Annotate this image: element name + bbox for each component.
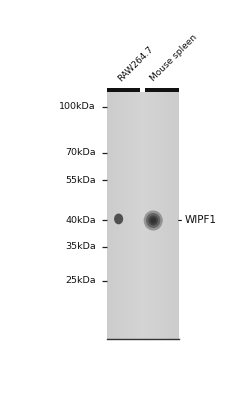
Bar (119, 88, 120, 339)
Text: Mouse spleen: Mouse spleen (149, 33, 199, 84)
Bar (132, 88, 133, 339)
Bar (124, 88, 125, 339)
Text: 70kDa: 70kDa (65, 148, 96, 157)
Bar (141, 88, 142, 339)
Bar (155, 88, 156, 339)
Ellipse shape (146, 213, 161, 228)
Text: 25kDa: 25kDa (65, 276, 96, 285)
Ellipse shape (114, 214, 123, 224)
Bar (169, 88, 170, 339)
Bar (142, 88, 143, 339)
Bar (160, 88, 161, 339)
Bar (117, 88, 118, 339)
Bar (139, 88, 140, 339)
Bar (125, 88, 126, 339)
Bar (164, 88, 165, 339)
Bar (157, 88, 158, 339)
Bar (166, 88, 167, 339)
Ellipse shape (150, 218, 156, 224)
Bar (174, 88, 175, 339)
Bar (175, 88, 176, 339)
Bar (123, 88, 124, 339)
Bar (150, 88, 151, 339)
Text: 40kDa: 40kDa (65, 216, 96, 225)
Ellipse shape (144, 210, 163, 230)
Bar (138, 88, 139, 339)
Bar (127, 88, 128, 339)
Bar (170, 88, 171, 339)
Bar (107, 88, 179, 339)
Bar (143, 88, 144, 339)
Bar (108, 88, 109, 339)
Text: 55kDa: 55kDa (65, 176, 96, 185)
Bar (177, 88, 178, 339)
Bar (126, 88, 127, 339)
Bar (114, 88, 115, 339)
Bar (112, 88, 113, 339)
Text: RAW264.7: RAW264.7 (116, 44, 155, 84)
Bar (171, 88, 172, 339)
Bar (163, 88, 164, 339)
Bar (137, 88, 138, 339)
Bar (110, 88, 111, 339)
Bar (109, 88, 110, 339)
Bar (172, 88, 173, 339)
Bar (144, 88, 145, 339)
Bar (107, 88, 108, 339)
Bar (120, 88, 121, 339)
Bar (161, 88, 162, 339)
Bar (159, 88, 160, 339)
Bar (131, 88, 132, 339)
Bar (154, 88, 155, 339)
Bar (140, 87, 145, 92)
Bar (140, 88, 141, 339)
Bar (176, 88, 177, 339)
Bar (149, 88, 150, 339)
Text: 35kDa: 35kDa (65, 242, 96, 251)
Bar (173, 88, 174, 339)
Bar (121, 88, 122, 339)
Bar (134, 88, 135, 339)
Bar (165, 88, 166, 339)
Bar (135, 88, 136, 339)
Bar (145, 88, 146, 339)
Bar (136, 88, 137, 339)
Bar (168, 88, 169, 339)
Bar (152, 88, 153, 339)
Bar (148, 88, 149, 339)
Bar (146, 88, 147, 339)
Bar (116, 88, 117, 339)
Bar (130, 88, 131, 339)
Bar (113, 88, 114, 339)
Bar (158, 88, 159, 339)
Bar (107, 88, 179, 92)
Bar (151, 88, 152, 339)
Bar (178, 88, 179, 339)
Text: WIPF1: WIPF1 (179, 216, 216, 226)
Bar (122, 88, 123, 339)
Bar (115, 88, 116, 339)
Bar (167, 88, 168, 339)
Bar (156, 88, 157, 339)
Bar (118, 88, 119, 339)
Bar (133, 88, 134, 339)
Ellipse shape (149, 216, 158, 226)
Text: 100kDa: 100kDa (59, 102, 96, 111)
Bar (129, 88, 130, 339)
Bar (147, 88, 148, 339)
Bar (111, 88, 112, 339)
Bar (153, 88, 154, 339)
Bar (128, 88, 129, 339)
Bar (162, 88, 163, 339)
